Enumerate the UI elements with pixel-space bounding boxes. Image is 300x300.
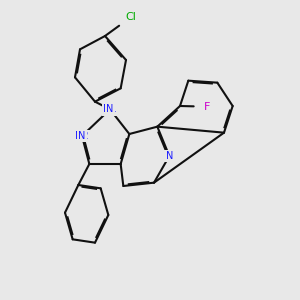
Text: Cl: Cl bbox=[125, 12, 136, 22]
Text: N: N bbox=[106, 104, 114, 114]
Text: F: F bbox=[204, 102, 211, 112]
Text: N: N bbox=[166, 151, 173, 161]
Text: N2: N2 bbox=[75, 131, 89, 141]
Text: N: N bbox=[78, 131, 86, 141]
Text: N: N bbox=[166, 151, 173, 161]
Text: F: F bbox=[204, 102, 211, 112]
Text: N1: N1 bbox=[103, 104, 117, 114]
Text: Cl: Cl bbox=[125, 12, 136, 22]
